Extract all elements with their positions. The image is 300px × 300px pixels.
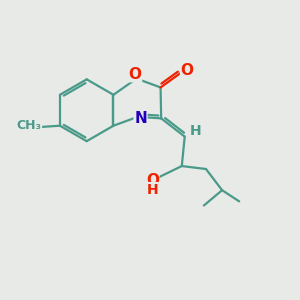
Text: O: O	[146, 173, 159, 188]
Text: N: N	[134, 111, 147, 126]
Text: O: O	[181, 63, 194, 78]
Text: H: H	[146, 183, 158, 196]
Text: O: O	[128, 67, 142, 82]
Text: H: H	[190, 124, 202, 138]
Text: CH₃: CH₃	[16, 119, 41, 132]
